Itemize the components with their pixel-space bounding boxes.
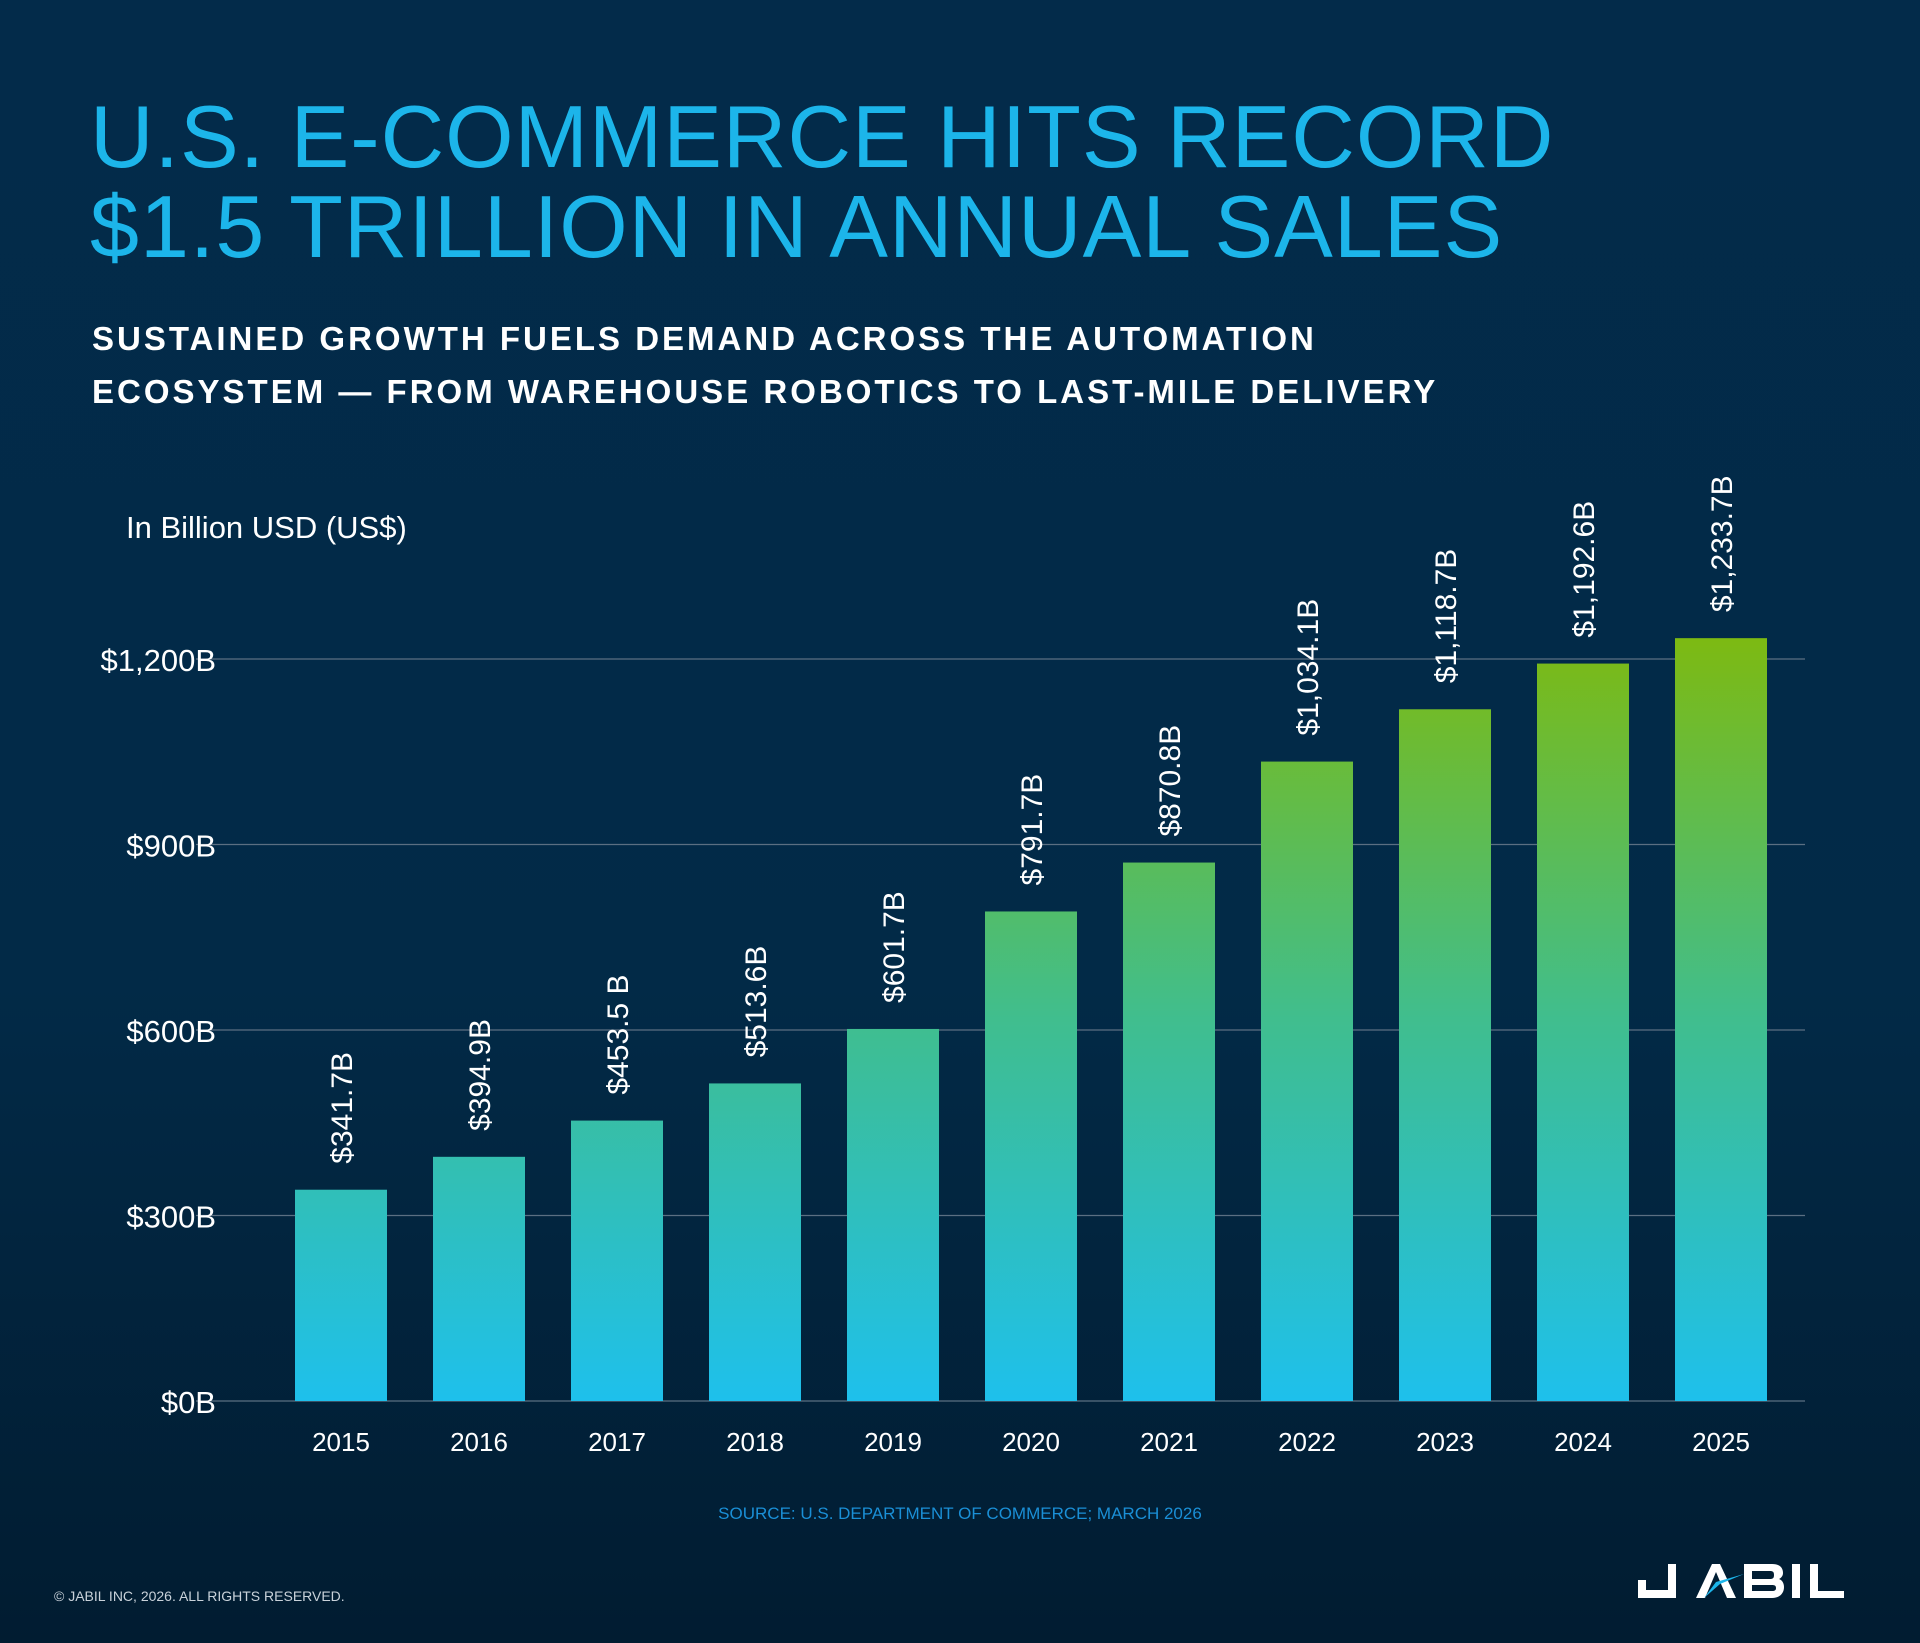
x-tick-label: 2017 bbox=[588, 1427, 646, 1457]
x-tick-label: 2019 bbox=[864, 1427, 922, 1457]
data-label: $1,034.1B bbox=[1292, 599, 1325, 736]
data-label: $791.7B bbox=[1016, 774, 1049, 886]
y-tick-label: $600B bbox=[126, 1014, 216, 1049]
copyright: © JABIL INC, 2026. ALL RIGHTS RESERVED. bbox=[54, 1588, 345, 1604]
chart-title: U.S. E-COMMERCE HITS RECORD $1.5 TRILLIO… bbox=[90, 92, 1554, 272]
x-tick-label: 2021 bbox=[1140, 1427, 1198, 1457]
y-tick-label: $900B bbox=[126, 829, 216, 864]
data-label: $870.8B bbox=[1154, 725, 1187, 837]
x-tick-label: 2018 bbox=[726, 1427, 784, 1457]
bar-2019 bbox=[847, 1028, 939, 1401]
bar-2018 bbox=[709, 1083, 801, 1401]
title-line-1: U.S. E-COMMERCE HITS RECORD bbox=[90, 87, 1555, 186]
subtitle-line-1: SUSTAINED GROWTH FUELS DEMAND ACROSS THE… bbox=[92, 320, 1317, 357]
y-tick-label: $0B bbox=[161, 1385, 216, 1420]
bar-2024 bbox=[1537, 663, 1629, 1401]
data-label: $394.9B bbox=[464, 1019, 497, 1131]
bar-2025 bbox=[1675, 638, 1767, 1401]
data-label: $453.5 B bbox=[602, 974, 635, 1094]
x-tick-label: 2022 bbox=[1278, 1427, 1336, 1457]
source-note: SOURCE: U.S. DEPARTMENT OF COMMERCE; MAR… bbox=[718, 1504, 1202, 1523]
data-label: $513.6B bbox=[740, 946, 773, 1058]
x-tick-label: 2016 bbox=[450, 1427, 508, 1457]
bar-2023 bbox=[1399, 709, 1491, 1401]
jabil-logo bbox=[1638, 1564, 1844, 1598]
bar-2016 bbox=[433, 1156, 525, 1401]
chart-subtitle: SUSTAINED GROWTH FUELS DEMAND ACROSS THE… bbox=[92, 312, 1438, 418]
data-label: $341.7B bbox=[326, 1052, 359, 1164]
bar-2015 bbox=[295, 1189, 387, 1401]
bar-2021 bbox=[1123, 862, 1215, 1401]
y-tick-label: $300B bbox=[126, 1200, 216, 1235]
title-line-2: $1.5 TRILLION IN ANNUAL SALES bbox=[90, 177, 1504, 276]
bar-2020 bbox=[985, 911, 1077, 1401]
data-label: $601.7B bbox=[878, 891, 911, 1003]
subtitle-line-2: ECOSYSTEM — FROM WAREHOUSE ROBOTICS TO L… bbox=[92, 373, 1439, 410]
y-axis-label: In Billion USD (US$) bbox=[126, 510, 407, 545]
y-tick-label: $1,200B bbox=[101, 643, 217, 678]
x-tick-label: 2025 bbox=[1692, 1427, 1750, 1457]
x-tick-label: 2024 bbox=[1554, 1427, 1612, 1457]
data-label: $1,192.6B bbox=[1568, 501, 1601, 638]
x-tick-label: 2023 bbox=[1416, 1427, 1474, 1457]
data-label: $1,118.7B bbox=[1430, 549, 1463, 684]
data-label: $1,233.7B bbox=[1706, 475, 1739, 612]
x-tick-label: 2015 bbox=[312, 1427, 370, 1457]
x-tick-label: 2020 bbox=[1002, 1427, 1060, 1457]
bar-2017 bbox=[571, 1120, 663, 1401]
bar-2022 bbox=[1261, 761, 1353, 1401]
